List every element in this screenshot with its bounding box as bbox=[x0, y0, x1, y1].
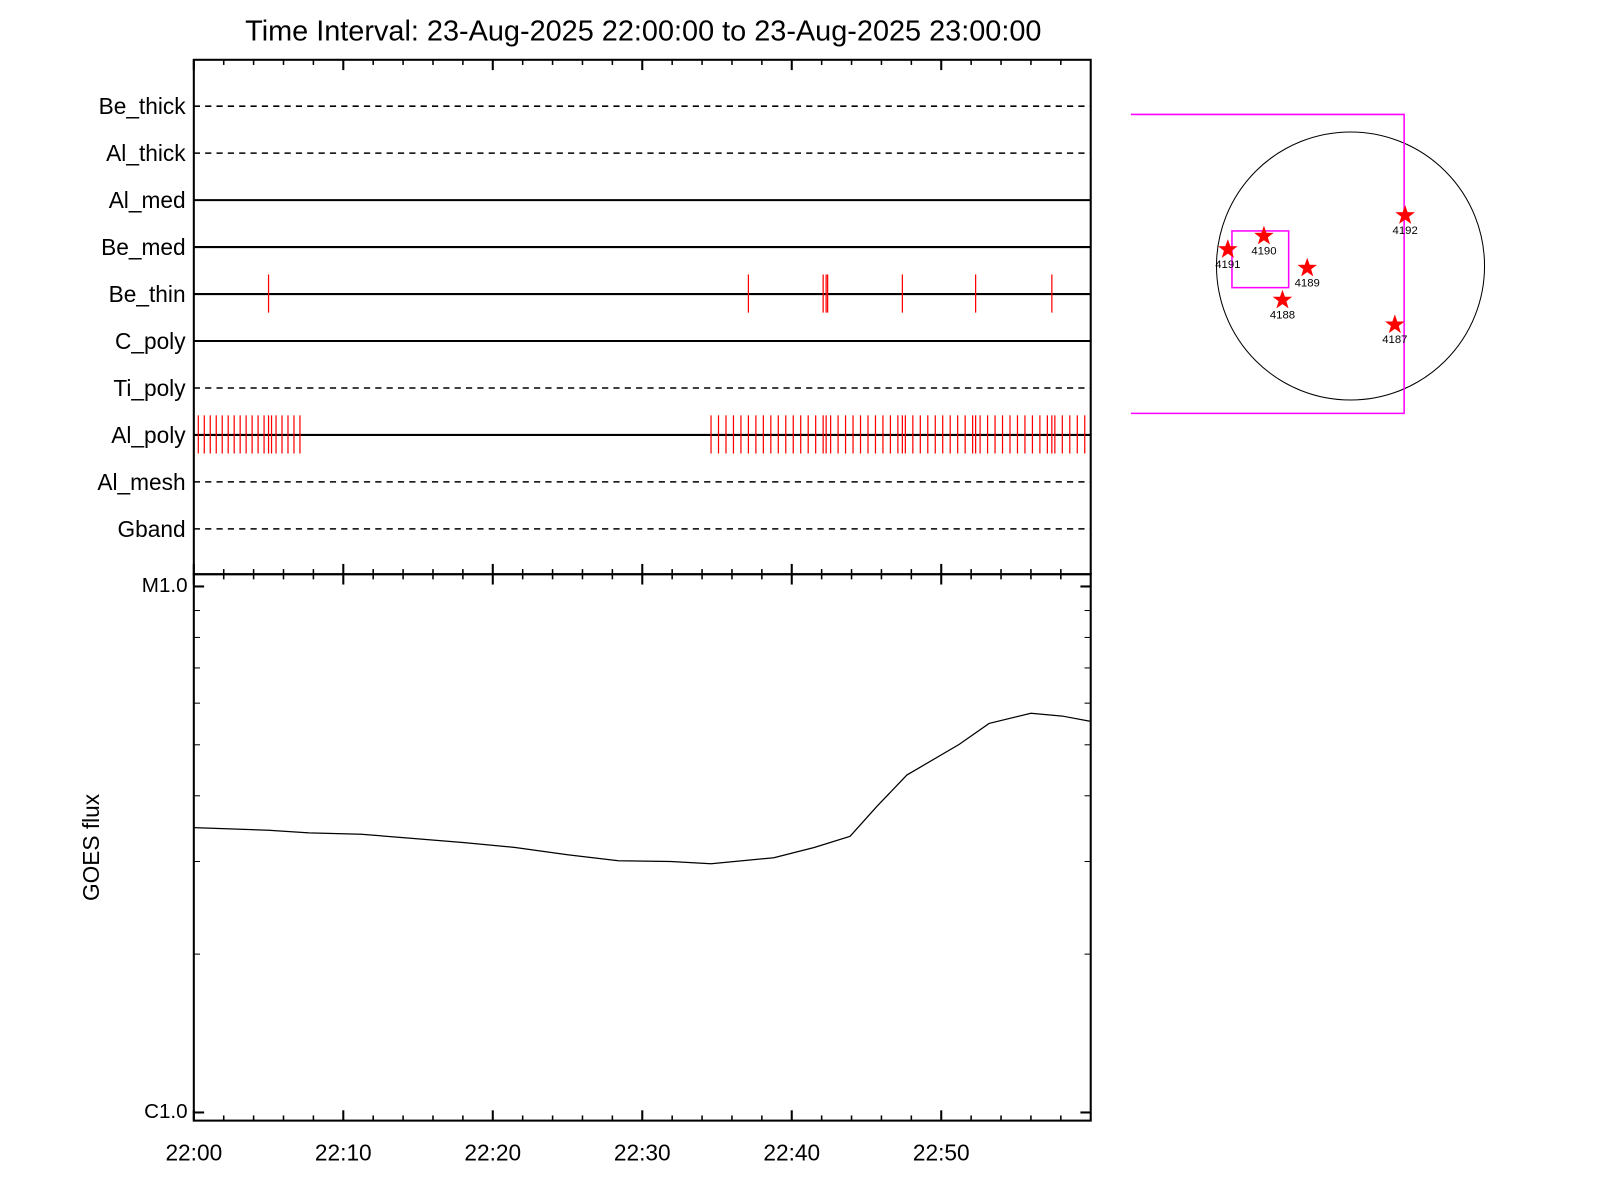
row-label: Be_thick bbox=[99, 93, 187, 119]
row-label: Gband bbox=[117, 516, 185, 542]
row-label: Al_med bbox=[109, 187, 186, 213]
y-tick-label: M1.0 bbox=[142, 574, 188, 597]
region-label: 4191 bbox=[1215, 259, 1240, 271]
row-label: Al_thick bbox=[106, 140, 186, 166]
region-star bbox=[1218, 239, 1238, 258]
region-star bbox=[1272, 289, 1293, 309]
row-label: Ti_poly bbox=[113, 375, 186, 401]
region-label: 4188 bbox=[1270, 309, 1295, 321]
region-label: 4190 bbox=[1251, 246, 1276, 258]
region-label: 4187 bbox=[1382, 334, 1407, 346]
solar-disk bbox=[1215, 131, 1486, 401]
region-star bbox=[1385, 314, 1405, 334]
fov-box bbox=[1130, 113, 1405, 415]
x-tick-label: 22:50 bbox=[913, 1140, 970, 1166]
goes-line bbox=[193, 712, 1091, 865]
y-tick-label: C1.0 bbox=[144, 1100, 188, 1123]
x-tick-label: 22:00 bbox=[165, 1140, 222, 1166]
x-tick-label: 22:20 bbox=[464, 1140, 521, 1166]
y-axis-label: GOES flux bbox=[78, 793, 104, 901]
x-tick-label: 22:40 bbox=[763, 1140, 820, 1166]
region-star bbox=[1395, 205, 1415, 224]
row-label: C_poly bbox=[115, 328, 186, 354]
row-label: Al_poly bbox=[111, 422, 186, 448]
x-tick-label: 22:10 bbox=[315, 1140, 372, 1166]
region-star bbox=[1254, 225, 1274, 245]
chart-title: Time Interval: 23-Aug-2025 22:00:00 to 2… bbox=[245, 16, 1041, 48]
region-label: 4189 bbox=[1295, 278, 1320, 290]
region-star bbox=[1297, 257, 1318, 277]
panel-frame bbox=[192, 58, 1092, 576]
row-label: Be_thin bbox=[109, 281, 186, 307]
region-label: 4192 bbox=[1393, 225, 1418, 237]
row-label: Al_mesh bbox=[97, 469, 185, 495]
panel-frame bbox=[192, 573, 1092, 1122]
fov-box bbox=[1231, 230, 1290, 289]
x-tick-label: 22:30 bbox=[614, 1140, 671, 1166]
row-label: Be_med bbox=[101, 234, 185, 260]
